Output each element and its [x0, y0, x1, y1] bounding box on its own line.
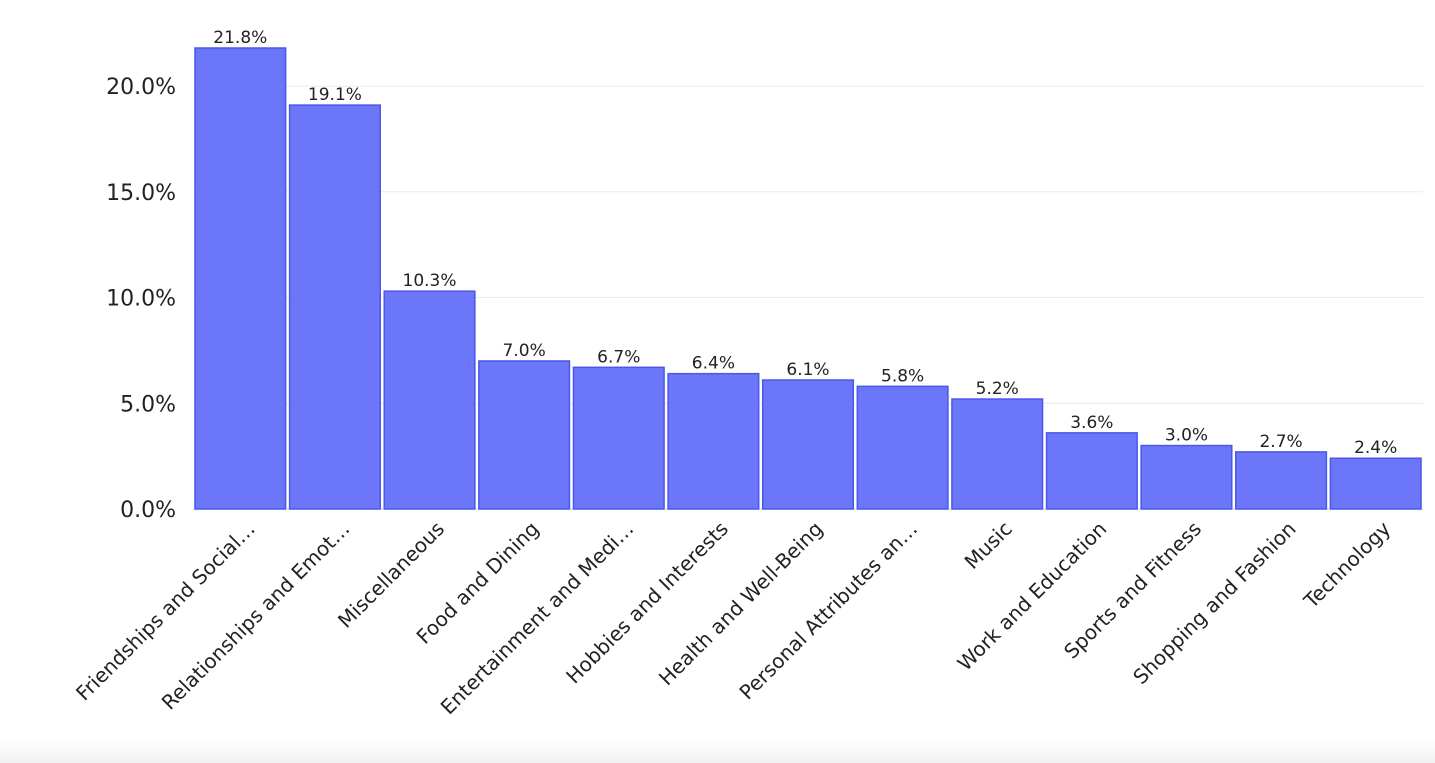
data-label: 2.4%: [1354, 438, 1397, 458]
y-tick-label: 0.0%: [120, 498, 176, 523]
bar[interactable]: [856, 385, 949, 510]
x-tick-label: Relationships and Emot…: [157, 517, 355, 715]
y-tick-label: 15.0%: [106, 181, 176, 206]
bar[interactable]: [194, 47, 287, 510]
bar[interactable]: [1235, 451, 1328, 510]
data-label: 6.4%: [692, 354, 735, 374]
x-tick-label: Health and Well-Being: [654, 517, 828, 691]
bar[interactable]: [1045, 432, 1138, 510]
bars: [194, 47, 1422, 510]
x-axis-ticks: Friendships and Social…Relationships and…: [71, 516, 1395, 719]
x-tick-label: Personal Attributes an…: [734, 517, 922, 705]
bar[interactable]: [572, 366, 665, 510]
x-tick-label: Friendships and Social…: [71, 517, 260, 706]
bar[interactable]: [1140, 444, 1233, 510]
data-label: 21.8%: [213, 28, 267, 48]
bar[interactable]: [761, 379, 855, 510]
x-tick-label: Shopping and Fashion: [1128, 517, 1300, 689]
bar[interactable]: [383, 290, 476, 510]
data-label: 3.0%: [1165, 426, 1208, 446]
y-axis-ticks: 0.0% 5.0% 10.0% 15.0% 20.0%: [106, 75, 176, 523]
data-label: 7.0%: [503, 341, 546, 361]
bar[interactable]: [667, 372, 760, 510]
y-tick-label: 10.0%: [106, 287, 176, 312]
y-tick-label: 5.0%: [120, 392, 176, 417]
bar[interactable]: [1329, 457, 1422, 510]
data-label: 3.6%: [1070, 413, 1113, 433]
y-tick-label: 20.0%: [106, 75, 176, 100]
x-tick-label: Hobbies and Interests: [561, 517, 733, 689]
data-label: 19.1%: [308, 85, 362, 105]
x-tick-label: Entertainment and Medi…: [436, 517, 639, 720]
x-tick-label: Technology: [1298, 516, 1395, 613]
data-label: 5.2%: [976, 379, 1019, 399]
data-label: 6.1%: [786, 360, 829, 380]
data-label: 5.8%: [881, 366, 924, 386]
data-label: 10.3%: [403, 271, 457, 291]
data-label: 2.7%: [1259, 432, 1302, 452]
data-labels: 21.8% 19.1% 10.3% 7.0% 6.7% 6.4% 6.1% 5.8% 5.2% 3…: [213, 28, 1397, 458]
x-tick-label: Music: [960, 517, 1017, 574]
data-label: 6.7%: [597, 347, 640, 367]
bar[interactable]: [478, 360, 571, 510]
bar[interactable]: [951, 398, 1044, 510]
bar[interactable]: [288, 104, 381, 510]
